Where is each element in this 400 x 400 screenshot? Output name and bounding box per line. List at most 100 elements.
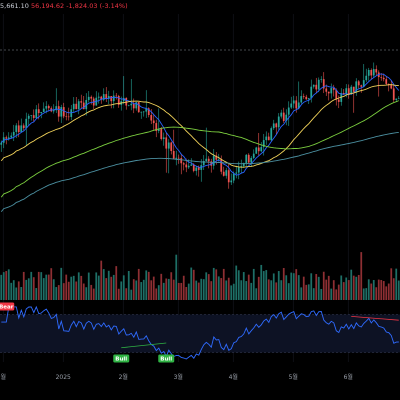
candle-body[interactable] — [172, 151, 175, 159]
candle-body[interactable] — [180, 158, 183, 164]
candle-body[interactable] — [7, 137, 10, 139]
candle-body[interactable] — [232, 173, 235, 181]
candle-body[interactable] — [80, 101, 83, 103]
candle-body[interactable] — [292, 100, 295, 104]
candle-body[interactable] — [247, 154, 250, 163]
candle-body[interactable] — [332, 88, 335, 90]
candle-body[interactable] — [82, 102, 85, 110]
candle-body[interactable] — [327, 91, 330, 94]
candle-body[interactable] — [112, 95, 115, 102]
candle-body[interactable] — [30, 115, 33, 116]
candle-body[interactable] — [132, 103, 135, 109]
candle-body[interactable] — [205, 158, 208, 162]
candle-body[interactable] — [362, 80, 365, 87]
candle-body[interactable] — [277, 116, 280, 128]
candle-body[interactable] — [305, 96, 308, 100]
candle-body[interactable] — [207, 158, 210, 162]
candle-body[interactable] — [302, 96, 305, 97]
candle-body[interactable] — [72, 103, 75, 110]
candle-body[interactable] — [215, 155, 218, 160]
candle-body[interactable] — [167, 142, 170, 149]
candle-body[interactable] — [275, 123, 278, 128]
candle-body[interactable] — [375, 69, 378, 73]
candle-body[interactable] — [10, 135, 13, 138]
candle-body[interactable] — [15, 125, 18, 132]
candle-body[interactable] — [255, 147, 258, 154]
candle-body[interactable] — [137, 102, 140, 113]
candle-body[interactable] — [107, 96, 110, 99]
candle-body[interactable] — [60, 107, 63, 117]
candle-body[interactable] — [90, 96, 93, 99]
candle-body[interactable] — [100, 96, 103, 100]
candle-body[interactable] — [330, 88, 333, 94]
candle-body[interactable] — [315, 84, 318, 90]
candle-body[interactable] — [372, 69, 375, 76]
volume-panel[interactable] — [0, 252, 400, 300]
candle-body[interactable] — [37, 109, 40, 114]
candle-body[interactable] — [47, 106, 50, 109]
candle-body[interactable] — [225, 170, 228, 176]
candle-body[interactable] — [260, 147, 263, 152]
candle-body[interactable] — [310, 86, 313, 99]
rsi-panel[interactable]: Bear Bull Bull — [0, 302, 400, 363]
candle-body[interactable] — [307, 98, 310, 100]
candle-body[interactable] — [55, 106, 58, 111]
candle-body[interactable] — [370, 69, 373, 76]
candle-body[interactable] — [250, 157, 253, 163]
candle-body[interactable] — [150, 115, 153, 121]
candle-body[interactable] — [175, 157, 178, 159]
candle-body[interactable] — [227, 170, 230, 183]
candle-body[interactable] — [87, 96, 90, 101]
candle-body[interactable] — [187, 165, 190, 168]
candle-body[interactable] — [282, 112, 285, 121]
candle-body[interactable] — [322, 79, 325, 89]
candle-body[interactable] — [190, 164, 193, 166]
candle-body[interactable] — [237, 167, 240, 173]
candle-body[interactable] — [135, 102, 138, 109]
candle-body[interactable] — [102, 94, 105, 100]
candle-body[interactable] — [57, 106, 60, 117]
candle-body[interactable] — [267, 136, 270, 141]
candle-body[interactable] — [20, 125, 23, 133]
candle-body[interactable] — [230, 180, 233, 183]
candle-body[interactable] — [77, 101, 80, 110]
candle-body[interactable] — [195, 167, 198, 171]
candle-body[interactable] — [35, 109, 38, 118]
candle-body[interactable] — [162, 137, 165, 139]
candle-body[interactable] — [0, 142, 3, 145]
candle-body[interactable] — [392, 88, 395, 100]
candle-body[interactable] — [242, 162, 245, 167]
candle-body[interactable] — [235, 172, 238, 174]
candle-body[interactable] — [297, 102, 300, 109]
candle-body[interactable] — [252, 153, 255, 158]
candle-body[interactable] — [352, 86, 355, 92]
candle-body[interactable] — [67, 116, 70, 118]
candle-body[interactable] — [317, 79, 320, 90]
candle-body[interactable] — [22, 125, 25, 129]
candle-body[interactable] — [75, 103, 78, 110]
candle-body[interactable] — [192, 164, 195, 171]
candle-body[interactable] — [335, 89, 338, 100]
candle-body[interactable] — [12, 131, 15, 136]
candle-body[interactable] — [395, 98, 398, 100]
candle-body[interactable] — [45, 106, 48, 109]
candle-body[interactable] — [210, 161, 213, 166]
candle-body[interactable] — [182, 163, 185, 165]
candle-body[interactable] — [355, 81, 358, 92]
candle-body[interactable] — [157, 128, 160, 132]
candle-body[interactable] — [380, 77, 383, 78]
candle-body[interactable] — [257, 147, 260, 152]
candle-body[interactable] — [265, 136, 268, 141]
candle-body[interactable] — [222, 171, 225, 176]
candle-body[interactable] — [312, 84, 315, 87]
candle-body[interactable] — [185, 164, 188, 168]
candle-body[interactable] — [382, 77, 385, 80]
candle-body[interactable] — [110, 96, 113, 102]
candle-body[interactable] — [325, 88, 328, 92]
candle-body[interactable] — [155, 123, 158, 132]
candle-body[interactable] — [32, 115, 35, 118]
candle-body[interactable] — [287, 107, 290, 115]
candle-body[interactable] — [127, 105, 130, 106]
candle-body[interactable] — [290, 103, 293, 108]
candle-body[interactable] — [245, 154, 248, 163]
